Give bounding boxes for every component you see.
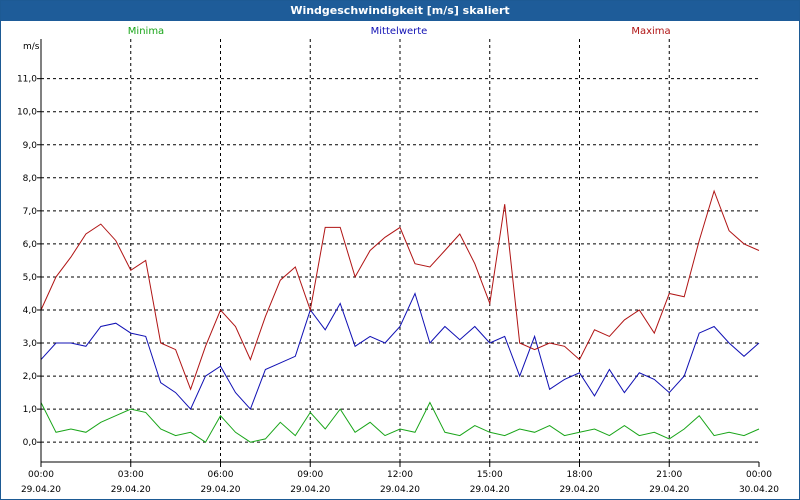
series-lines (40, 189, 760, 443)
x-tick-date: 29.04.20 (470, 485, 510, 495)
x-tick-time: 00:00 (28, 470, 54, 480)
legend-maxima: Maxima (631, 26, 670, 37)
y-tick-label: 5,0 (23, 273, 38, 283)
series-maxima-line (40, 189, 760, 391)
x-tick-time: 03:00 (118, 470, 144, 480)
x-tick-date: 29.04.20 (380, 485, 420, 495)
y-tick-label: 8,0 (23, 174, 38, 184)
y-tick-label: 1,0 (23, 405, 38, 415)
series-mittelwerte-line (40, 292, 760, 411)
y-tick-label: 10,0 (17, 108, 37, 118)
x-tick-date: 29.04.20 (290, 485, 330, 495)
y-tick-label: 7,0 (23, 207, 38, 217)
y-axis-unit: m/s (23, 42, 40, 52)
axes: 0,0 1,0 2,0 3,0 4,0 5,0 6,0 7,0 8,0 9,0 10,0 11,0 00… (17, 39, 779, 495)
x-tick-time: 18:00 (567, 470, 593, 480)
window-title: Windgeschwindigkeit [m/s] skaliert (1, 1, 799, 21)
x-tick-time: 12:00 (387, 470, 413, 480)
y-tick-label: 11,0 (17, 75, 37, 85)
grid (41, 39, 759, 462)
y-tick-label: 0,0 (23, 438, 38, 448)
x-tick-time: 00:00 (746, 470, 772, 480)
x-tick-date: 29.04.20 (200, 485, 240, 495)
x-tick-time: 06:00 (208, 470, 234, 480)
x-tick-date: 29.04.20 (111, 485, 151, 495)
y-tick-label: 4,0 (23, 306, 38, 316)
x-tick-date: 29.04.20 (559, 485, 599, 495)
y-tick-label: 2,0 (23, 372, 38, 382)
y-tick-label: 6,0 (23, 240, 38, 250)
x-tick-date: 30.04.20 (739, 485, 779, 495)
x-tick-time: 15:00 (477, 470, 503, 480)
y-tick-label: 3,0 (23, 339, 38, 349)
series-minima-line (40, 401, 760, 443)
y-tick-label: 9,0 (23, 141, 38, 151)
chart-svg: 0,0 1,0 2,0 3,0 4,0 5,0 6,0 7,0 8,0 9,0 10,0 11,0 00… (17, 26, 779, 495)
legend-mittelwerte: Mittelwerte (371, 26, 428, 37)
x-tick-time: 09:00 (297, 470, 323, 480)
x-tick-date: 29.04.20 (21, 485, 61, 495)
x-tick-date: 29.04.20 (649, 485, 689, 495)
legend-minima: Minima (128, 26, 164, 37)
x-tick-time: 21:00 (656, 470, 682, 480)
